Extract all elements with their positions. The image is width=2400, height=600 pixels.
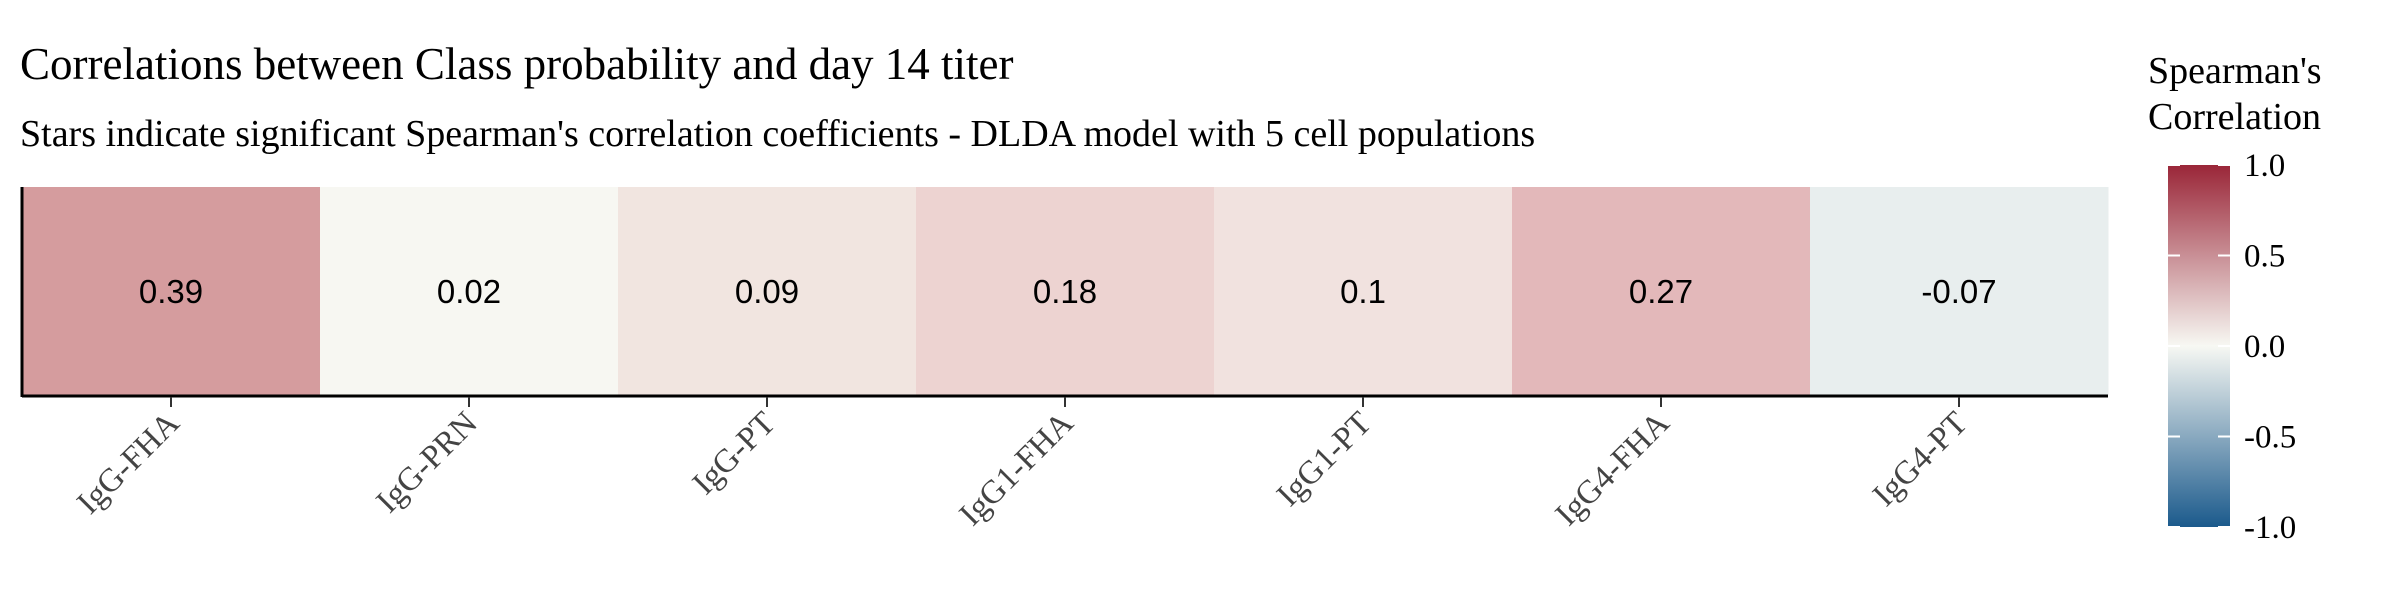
- cell-value-label: 0.27: [1629, 273, 1693, 310]
- heatmap-cell: [1810, 187, 2109, 395]
- x-tick-label: IgG4-PT: [1866, 405, 1974, 513]
- x-tick-label: IgG-PT: [686, 405, 783, 502]
- chart-title: Correlations between Class probability a…: [20, 39, 1014, 89]
- x-tick-label: IgG4-FHA: [1549, 405, 1677, 533]
- x-tick-label: IgG1-FHA: [953, 405, 1081, 533]
- legend-title: Spearman's Correlation: [2148, 48, 2368, 140]
- x-tick-label: IgG-PRN: [370, 405, 485, 520]
- legend-tick-label: -1.0: [2244, 510, 2296, 546]
- x-tick-label: IgG-FHA: [70, 405, 186, 521]
- legend-tick-label: 1.0: [2244, 148, 2285, 184]
- legend-title-line1: Spearman's: [2148, 50, 2322, 92]
- cell-value-label: -0.07: [1921, 273, 1996, 310]
- heatmap-cell: [320, 187, 619, 395]
- heatmap-cell: [1512, 187, 1811, 395]
- legend-tick-label: -0.5: [2244, 420, 2296, 456]
- cell-value-label: 0.18: [1033, 273, 1097, 310]
- cell-value-label: 0.02: [437, 273, 501, 310]
- x-tick-label: IgG1-PT: [1270, 405, 1378, 513]
- heatmap-cell: [618, 187, 917, 395]
- cell-value-label: 0.1: [1340, 273, 1386, 310]
- legend-title-line2: Correlation: [2148, 96, 2322, 138]
- cell-value-label: 0.09: [735, 273, 799, 310]
- cell-value-label: 0.39: [139, 273, 203, 310]
- heatmap-cell: [916, 187, 1215, 395]
- legend-tick-label: 0.5: [2244, 239, 2285, 275]
- chart-subtitle: Stars indicate significant Spearman's co…: [20, 113, 1536, 155]
- heatmap-cell: [1214, 187, 1513, 395]
- legend-tick-label: 0.0: [2244, 329, 2285, 365]
- heatmap-cell: [22, 187, 321, 395]
